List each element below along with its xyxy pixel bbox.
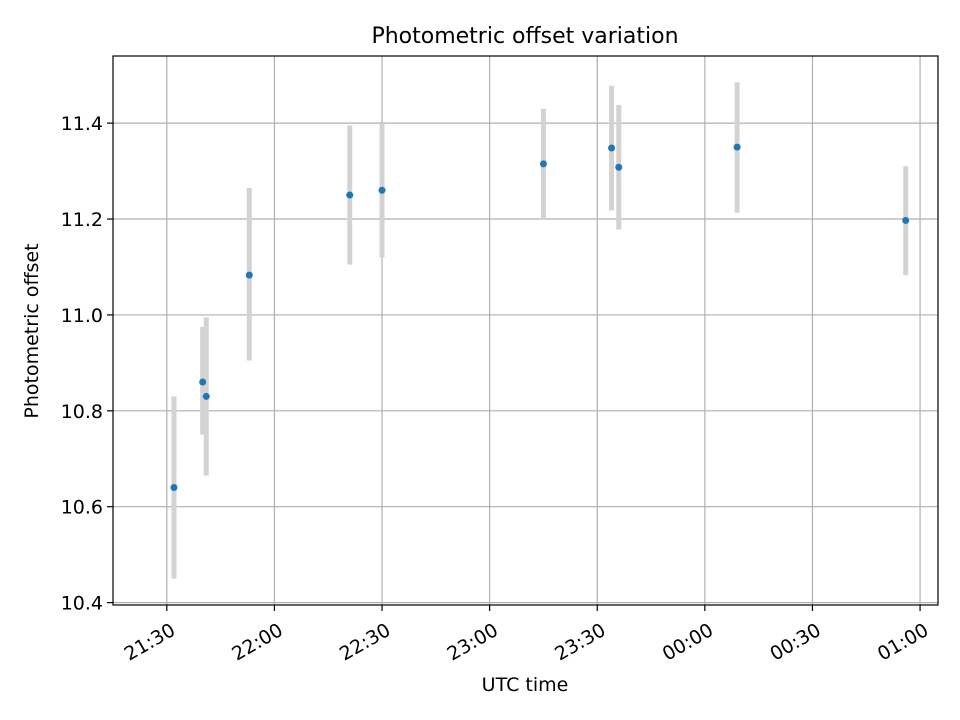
y-tick-label: 10.4	[61, 593, 103, 615]
data-point	[378, 186, 386, 194]
data-point	[902, 216, 910, 224]
y-axis-label: Photometric offset	[21, 243, 43, 418]
y-tick-label: 11.0	[61, 305, 103, 327]
data-point	[608, 144, 616, 152]
chart-title: Photometric offset variation	[371, 24, 678, 49]
y-axis: 10.4 10.6 10.8 11.0 11.2 11.4	[61, 113, 113, 615]
data-point	[539, 160, 547, 168]
y-tick-label: 10.6	[61, 497, 103, 519]
data-points	[170, 143, 910, 492]
data-point	[199, 378, 207, 386]
plot-frame	[112, 55, 939, 606]
data-point	[170, 484, 178, 492]
y-tick-label: 11.4	[61, 113, 103, 135]
data-point	[733, 143, 741, 151]
x-axis-label: UTC time	[482, 674, 569, 696]
y-tick-label: 10.8	[61, 401, 103, 423]
y-tick-label: 11.2	[61, 209, 103, 231]
data-point	[346, 191, 354, 199]
data-point	[245, 271, 253, 279]
data-point	[615, 163, 623, 171]
data-point	[202, 392, 210, 400]
